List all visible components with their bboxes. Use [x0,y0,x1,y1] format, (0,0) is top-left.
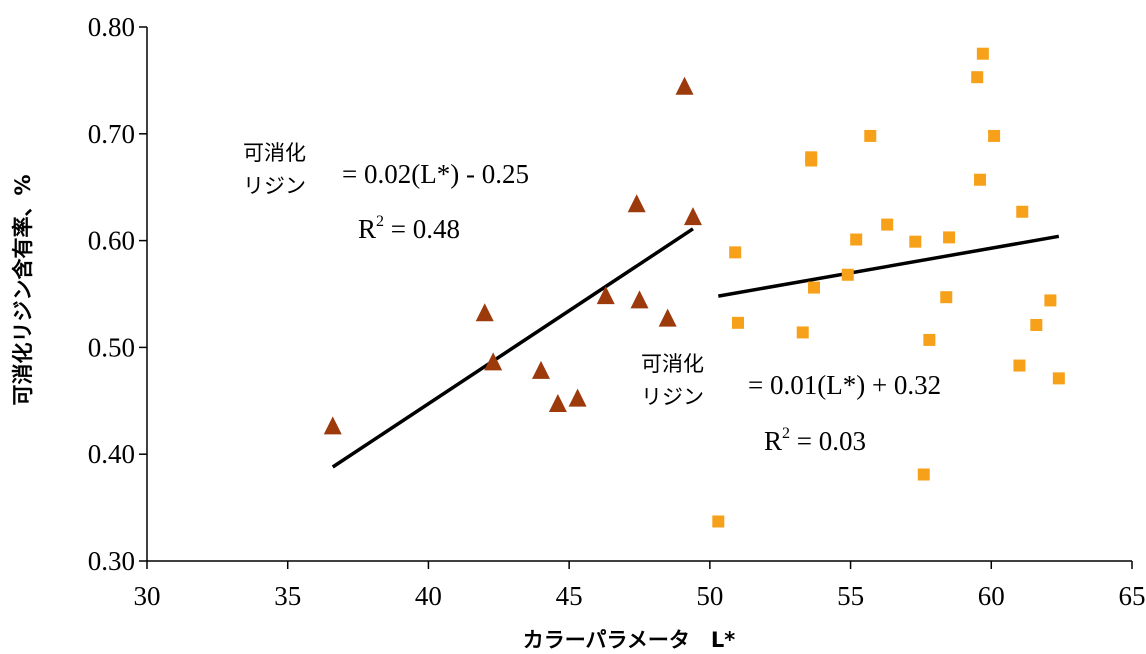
series-1-point [323,416,342,435]
series-2-trendline [717,234,1060,298]
x-tick-label: 30 [134,581,161,611]
series-2-point [1044,294,1057,307]
series-1-equation: = 0.02(L*) - 0.25 [342,159,529,189]
series-2-label-line-1: 可消化 [641,352,704,376]
series-2-point [712,515,725,528]
y-tick-label: 0.40 [88,439,135,469]
series-2-point [988,129,1001,142]
series-2-point [881,218,894,231]
series-2-r2-prefix: R [764,426,782,456]
series-2-point [909,235,922,248]
series-2-point [974,173,987,186]
series-2-point [917,468,930,481]
series-1-r2-prefix: R [358,214,376,244]
series-1-r2: R2 = 0.48 [358,213,460,244]
series-2-point [1013,359,1026,372]
axes: 0.30 0.40 0.50 0.60 0.70 0.80 30 35 40 45 50 55 60 65 [88,12,1146,611]
series-2-r2-value: = 0.03 [790,426,866,456]
series-1-point [484,352,503,371]
series-2-point [1052,372,1065,385]
series-2-point [807,281,820,294]
series-2-r2-sup: 2 [782,425,790,442]
x-tick-label: 60 [978,581,1005,611]
series-1-point [683,207,702,226]
series-1-point [630,290,649,309]
trendlines [331,227,1060,469]
y-tick-label: 0.70 [88,119,135,149]
series-2-point [923,333,936,346]
series-2-point [850,233,863,246]
series-2-point [1030,318,1043,331]
series-1-point [532,360,550,379]
x-tick-label: 50 [696,581,723,611]
series-1-point [548,394,567,413]
y-tick-label: 0.80 [88,12,135,42]
series-2-point [841,268,854,281]
series-1-point [568,388,587,407]
series-2-point [1016,205,1029,218]
series-2-label-background [641,345,719,413]
data-points [323,47,1065,528]
series-2-point [732,316,744,329]
y-axis-title: 可消化リジン含有率、% [11,174,35,405]
series-2-point [943,231,956,244]
series-2-point [976,47,989,60]
x-tick-label: 45 [556,581,583,611]
series-2-r2: R2 = 0.03 [764,425,866,456]
series-1-point [658,308,677,327]
series-1-point [475,303,494,322]
series-2-point [940,291,953,304]
y-tick-label: 0.60 [88,226,135,256]
series-1-label-line-2: リジン [243,174,306,198]
series-2-equation: = 0.01(L*) + 0.32 [748,370,941,400]
series-1-point [675,76,694,95]
x-tick-label: 55 [837,581,864,611]
x-axis-title: カラーパラメータ L* [523,628,736,652]
series-2-point [971,71,984,84]
series-1-point [627,194,646,213]
y-tick-label: 0.50 [88,332,135,362]
x-tick-label: 65 [1119,581,1146,611]
series-2-point [864,129,877,142]
series-2-label-line-2: リジン [641,385,704,409]
series-1-label-line-1: 可消化 [243,141,306,165]
x-tick-label: 35 [274,581,301,611]
series-2-point [796,326,809,339]
series-1-r2-value: = 0.48 [384,214,460,244]
series-1-annotation: 可消化 リジン = 0.02(L*) - 0.25 R2 = 0.48 [243,141,529,244]
x-tick-label: 40 [415,581,442,611]
y-tick-label: 0.30 [88,546,135,576]
series-2-point [805,151,818,164]
series-2-annotation: 可消化 リジン = 0.01(L*) + 0.32 R2 = 0.03 [641,345,941,456]
series-1-trendline [331,227,694,469]
series-1-point [596,286,615,305]
series-1-r2-sup: 2 [376,213,384,230]
series-2-point [729,246,742,259]
